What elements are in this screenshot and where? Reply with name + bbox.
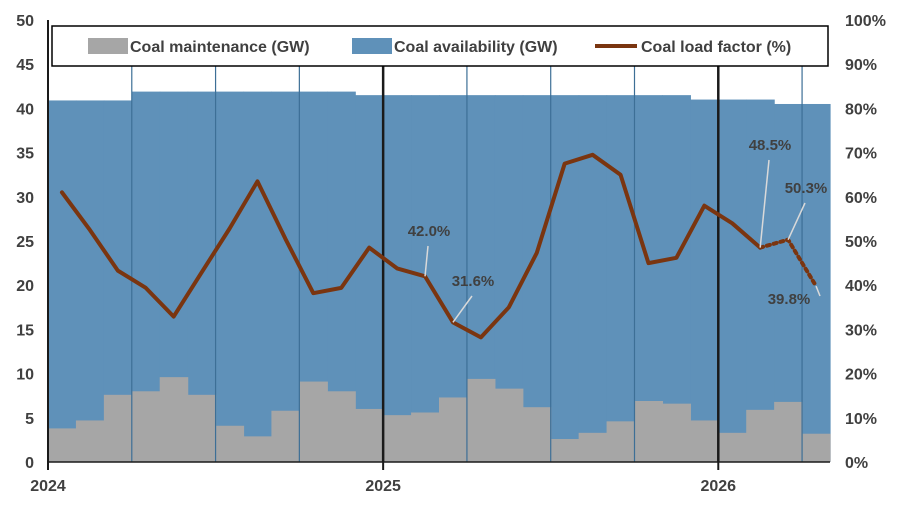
left-axis-tick-label: 20 <box>16 278 34 295</box>
maintenance-bar <box>271 410 300 462</box>
availability-bar <box>690 99 719 462</box>
data-label-leader <box>787 202 806 240</box>
maintenance-bar <box>355 408 384 462</box>
legend-swatch-availability <box>352 38 392 54</box>
left-axis-tick-label: 0 <box>25 455 34 472</box>
x-axis-tick-label: 2024 <box>30 478 66 495</box>
maintenance-bar <box>243 436 273 462</box>
maintenance-bar <box>774 401 803 462</box>
data-label: 48.5% <box>749 137 792 154</box>
availability-bar <box>355 95 384 462</box>
availability-bar <box>215 91 245 462</box>
maintenance-bar <box>578 432 608 462</box>
plot-area <box>48 91 831 462</box>
maintenance-bar <box>159 377 189 462</box>
right-axis-tick-label: 70% <box>845 146 877 163</box>
availability-bar <box>746 99 775 462</box>
maintenance-bar <box>466 378 496 462</box>
legend-label-availability: Coal availability (GW) <box>394 39 558 56</box>
availability-bar <box>718 99 747 462</box>
maintenance-bar <box>411 412 440 462</box>
data-label: 50.3% <box>785 180 828 197</box>
maintenance-bar <box>327 391 356 462</box>
availability-bar <box>75 100 105 462</box>
load-factor-line-solid <box>59 152 763 340</box>
data-labels: 42.0% 31.6% 48.5% 50.3% 39.8% <box>408 137 828 323</box>
maintenance-bar <box>634 401 664 462</box>
availability-bar <box>578 95 608 462</box>
left-axis-tick-label: 10 <box>16 367 34 384</box>
legend-box <box>51 25 829 67</box>
left-axis-tick-label: 15 <box>16 322 34 339</box>
data-label: 31.6% <box>452 273 495 290</box>
maintenance-bar <box>606 421 636 462</box>
maintenance-bar <box>383 415 412 462</box>
maintenance-bar <box>215 425 245 462</box>
maintenance-bar <box>718 432 747 462</box>
right-axis-tick-label: 40% <box>845 278 877 295</box>
left-axis-tick-label: 5 <box>25 411 34 428</box>
left-axis-tick-label: 40 <box>16 101 34 118</box>
legend-label-load-factor: Coal load factor (%) <box>641 39 791 56</box>
left-axis-tick-label: 25 <box>16 234 34 251</box>
right-axis-tick-label: 60% <box>845 190 877 207</box>
left-axis-tick-label: 45 <box>16 57 34 74</box>
availability-bar <box>634 95 664 462</box>
data-label-leader <box>424 245 429 277</box>
data-label-leader <box>759 159 770 248</box>
legend: Coal maintenance (GW) Coal availability … <box>51 25 829 67</box>
maintenance-bar <box>662 403 691 462</box>
x-axis-tick-label: 2026 <box>700 478 736 495</box>
availability-bar <box>550 95 580 462</box>
availability-bar <box>48 100 77 462</box>
right-axis-tick-label: 10% <box>845 411 877 428</box>
axes: 051015202530354045500%10%20%30%40%50%60%… <box>16 13 886 495</box>
data-label: 42.0% <box>408 223 451 240</box>
maintenance-bar <box>299 381 328 462</box>
maintenance-bar <box>103 394 133 462</box>
left-axis-tick-label: 50 <box>16 13 34 30</box>
availability-bar <box>522 95 552 462</box>
availability-bar <box>606 95 636 462</box>
maintenance-bar <box>439 397 468 462</box>
maintenance-bar <box>187 394 217 462</box>
maintenance-bar <box>75 420 105 462</box>
right-axis-tick-label: 90% <box>845 57 877 74</box>
legend-swatch-maintenance <box>88 38 128 54</box>
maintenance-bar <box>550 439 580 462</box>
maintenance-bar <box>802 433 831 462</box>
left-axis-tick-label: 35 <box>16 146 34 163</box>
right-axis-tick-label: 80% <box>845 101 877 118</box>
right-axis-tick-label: 30% <box>845 322 877 339</box>
data-label: 39.8% <box>768 291 811 308</box>
data-label-leader <box>815 285 821 297</box>
availability-bar <box>243 91 273 462</box>
availability-bar <box>662 95 691 462</box>
maintenance-bar <box>690 420 719 462</box>
availability-bar <box>383 95 412 462</box>
maintenance-bar <box>48 428 77 462</box>
maintenance-bar <box>131 391 161 462</box>
right-axis-tick-label: 50% <box>845 234 877 251</box>
availability-bar <box>271 91 300 462</box>
x-axis-tick-label: 2025 <box>365 478 401 495</box>
maintenance-bar <box>746 409 775 462</box>
data-label-leader <box>452 295 473 323</box>
legend-label-maintenance: Coal maintenance (GW) <box>130 39 310 56</box>
right-axis-tick-label: 100% <box>845 13 886 30</box>
right-axis-tick-label: 0% <box>845 455 868 472</box>
left-axis-tick-label: 30 <box>16 190 34 207</box>
right-axis-tick-label: 20% <box>845 367 877 384</box>
maintenance-bar <box>522 407 552 462</box>
maintenance-bar <box>494 388 524 462</box>
